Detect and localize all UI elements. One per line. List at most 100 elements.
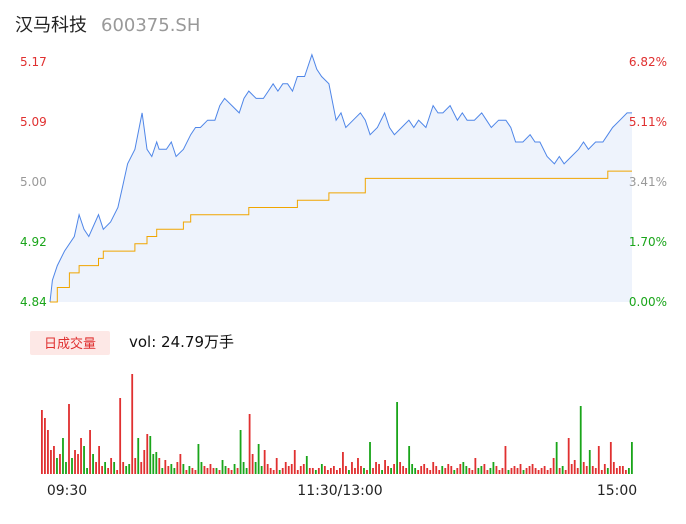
volume-bar <box>137 438 140 474</box>
volume-bar <box>41 410 43 474</box>
volume-bar <box>579 406 582 474</box>
volume-bar <box>332 466 335 474</box>
volume-bar <box>242 462 245 474</box>
volume-bar <box>98 446 100 474</box>
volume-bar <box>513 466 516 474</box>
volume-bar <box>107 468 110 474</box>
volume-bar <box>576 468 579 474</box>
volume-bar <box>447 464 450 474</box>
y-right-tick: 1.70% <box>629 235 667 249</box>
volume-bar <box>393 464 395 474</box>
volume-bar <box>627 468 630 474</box>
volume-bar <box>224 466 227 474</box>
volume-bar <box>624 470 627 474</box>
volume-bar <box>477 468 480 474</box>
volume-bar <box>441 466 444 474</box>
volume-bar <box>567 438 570 474</box>
volume-bar <box>630 442 633 474</box>
volume-bar <box>62 438 64 474</box>
volume-bar <box>227 468 230 474</box>
volume-bar <box>155 452 158 474</box>
volume-bar <box>468 468 471 474</box>
volume-bar <box>146 434 149 474</box>
volume-bar <box>417 470 420 474</box>
volume-bar <box>266 464 269 474</box>
volume-bar <box>65 462 67 474</box>
volume-bar <box>173 468 176 474</box>
volume-bar <box>275 458 278 474</box>
volume-bar <box>489 468 492 474</box>
stock-name: 汉马科技 <box>15 15 87 36</box>
volume-bar <box>456 468 459 474</box>
volume-bar <box>582 462 585 474</box>
volume-badge-label: 日成交量 <box>44 336 96 352</box>
volume-bar <box>591 466 594 474</box>
price-area <box>50 54 632 303</box>
volume-bar <box>83 446 85 474</box>
volume-bar <box>537 470 540 474</box>
volume-bar <box>471 470 474 474</box>
volume-bar <box>113 462 116 474</box>
volume-bar <box>465 466 468 474</box>
volume-bar <box>251 454 254 474</box>
volume-bar <box>101 466 104 474</box>
volume-bar <box>191 468 194 474</box>
y-left-tick: 5.17 <box>20 55 47 69</box>
volume-bar <box>134 458 137 474</box>
volume-bar <box>128 464 131 474</box>
volume-bar <box>522 470 525 474</box>
price-chart <box>49 53 632 303</box>
volume-bar <box>257 444 260 474</box>
volume-bar <box>339 468 341 474</box>
volume-bar <box>600 470 603 474</box>
volume-bar <box>140 462 143 474</box>
volume-bar <box>375 462 377 474</box>
volume-bar <box>323 466 326 474</box>
volume-bar <box>86 468 88 474</box>
volume-bar <box>158 458 161 474</box>
volume-bar <box>414 468 417 474</box>
volume-bar <box>71 458 73 474</box>
volume-bar <box>516 468 519 474</box>
volume-bar <box>396 402 399 474</box>
volume-bar <box>170 464 173 474</box>
volume-bar <box>387 466 389 474</box>
volume-bar <box>594 468 597 474</box>
volume-bar <box>525 468 528 474</box>
volume-bar <box>59 454 61 474</box>
volume-bar <box>284 462 287 474</box>
volume-bar <box>411 464 414 474</box>
volume-bar <box>555 442 558 474</box>
volume-bar <box>621 466 624 474</box>
volume-bar <box>363 468 365 474</box>
volume-bar <box>236 468 239 474</box>
volume-bar <box>164 460 167 474</box>
volume-bar <box>420 466 423 474</box>
volume-bar <box>618 466 621 474</box>
volume-bar <box>104 462 107 474</box>
volume-bar <box>558 468 561 474</box>
volume-bar <box>606 468 609 474</box>
volume-bar <box>357 458 359 474</box>
volume-bar <box>254 462 257 474</box>
volume-bar <box>149 436 152 474</box>
volume-bar <box>435 466 438 474</box>
volume-bar <box>462 462 465 474</box>
volume-bar <box>92 454 94 474</box>
volume-bar <box>399 462 402 474</box>
volume-bar <box>366 470 368 474</box>
volume-bar <box>320 464 323 474</box>
volume-bar <box>209 464 212 474</box>
volume-bar <box>269 468 272 474</box>
volume-bar <box>119 398 122 474</box>
volume-bar <box>564 470 567 474</box>
volume-bar <box>570 464 573 474</box>
volume-bar <box>194 470 197 474</box>
volume-bar <box>218 470 221 474</box>
volume-bar <box>483 464 486 474</box>
volume-badge <box>30 331 110 355</box>
volume-bar <box>609 442 612 474</box>
volume-bar <box>296 470 299 474</box>
volume-bar <box>188 466 191 474</box>
average-price-line <box>50 170 632 303</box>
